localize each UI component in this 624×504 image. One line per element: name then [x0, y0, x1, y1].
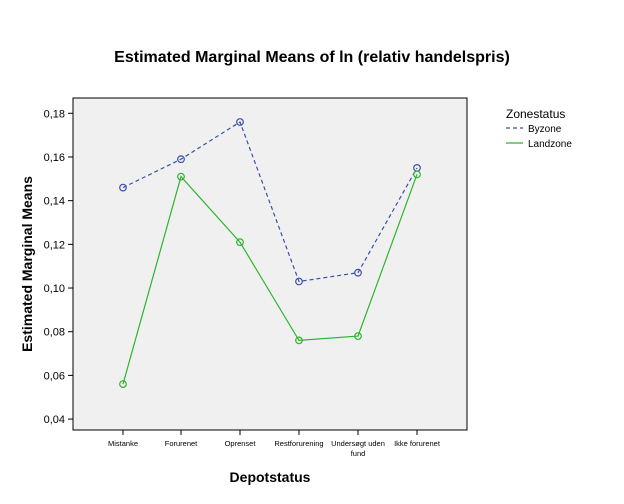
y-axis: 0,04 0,06 0,08 0,10 0,12 0,14 0,16 0,18	[44, 108, 73, 426]
x-axis: Mistanke Forurenet Oprenset Restforurening U…	[108, 430, 441, 458]
y-axis-label: Estimated Marginal Means	[19, 176, 35, 352]
series-line-byzone	[122, 121, 418, 283]
legend-label-byzone: Byzone	[528, 124, 562, 135]
chart-title: Estimated Marginal Means of ln (relativ …	[114, 49, 510, 66]
data-point-byzone	[295, 277, 303, 286]
data-point-landzone	[413, 170, 421, 179]
data-point-landzone	[354, 332, 362, 341]
data-point-byzone	[354, 268, 362, 277]
x-tick-label: Ikke forurenet	[394, 439, 441, 448]
data-point-landzone	[177, 172, 185, 181]
x-tick-label: Forurenet	[165, 439, 198, 448]
legend: Zonestatus Byzone Landzone	[506, 107, 572, 150]
y-tick-label: 0,08	[44, 327, 65, 339]
legend-label-landzone: Landzone	[528, 139, 572, 150]
legend-items: Byzone Landzone	[506, 124, 572, 150]
plot-area	[72, 97, 468, 431]
x-tick-label: Restforurening	[274, 439, 323, 448]
data-point-byzone	[177, 155, 185, 164]
x-tick-label: Oprenset	[225, 439, 257, 448]
x-tick-label: Mistanke	[108, 439, 138, 448]
data-point-landzone	[295, 336, 303, 345]
y-tick-label: 0,18	[44, 108, 65, 120]
y-tick-label: 0,10	[44, 283, 65, 295]
x-tick-label: Undersøgt uden	[331, 439, 385, 448]
data-point-landzone	[236, 238, 244, 247]
y-tick-label: 0,14	[44, 196, 65, 208]
series-layer	[119, 118, 421, 389]
y-tick-label: 0,12	[44, 239, 65, 251]
y-tick-label: 0,06	[44, 370, 65, 382]
series-line-landzone	[122, 174, 418, 385]
x-tick-label: fund	[351, 449, 366, 458]
data-point-landzone	[119, 380, 127, 389]
data-point-byzone	[119, 183, 127, 192]
y-tick-label: 0,04	[44, 414, 65, 426]
y-tick-label: 0,16	[44, 152, 65, 164]
legend-title: Zonestatus	[506, 107, 565, 121]
x-axis-label: Depotstatus	[230, 469, 311, 485]
data-point-byzone	[236, 118, 244, 126]
